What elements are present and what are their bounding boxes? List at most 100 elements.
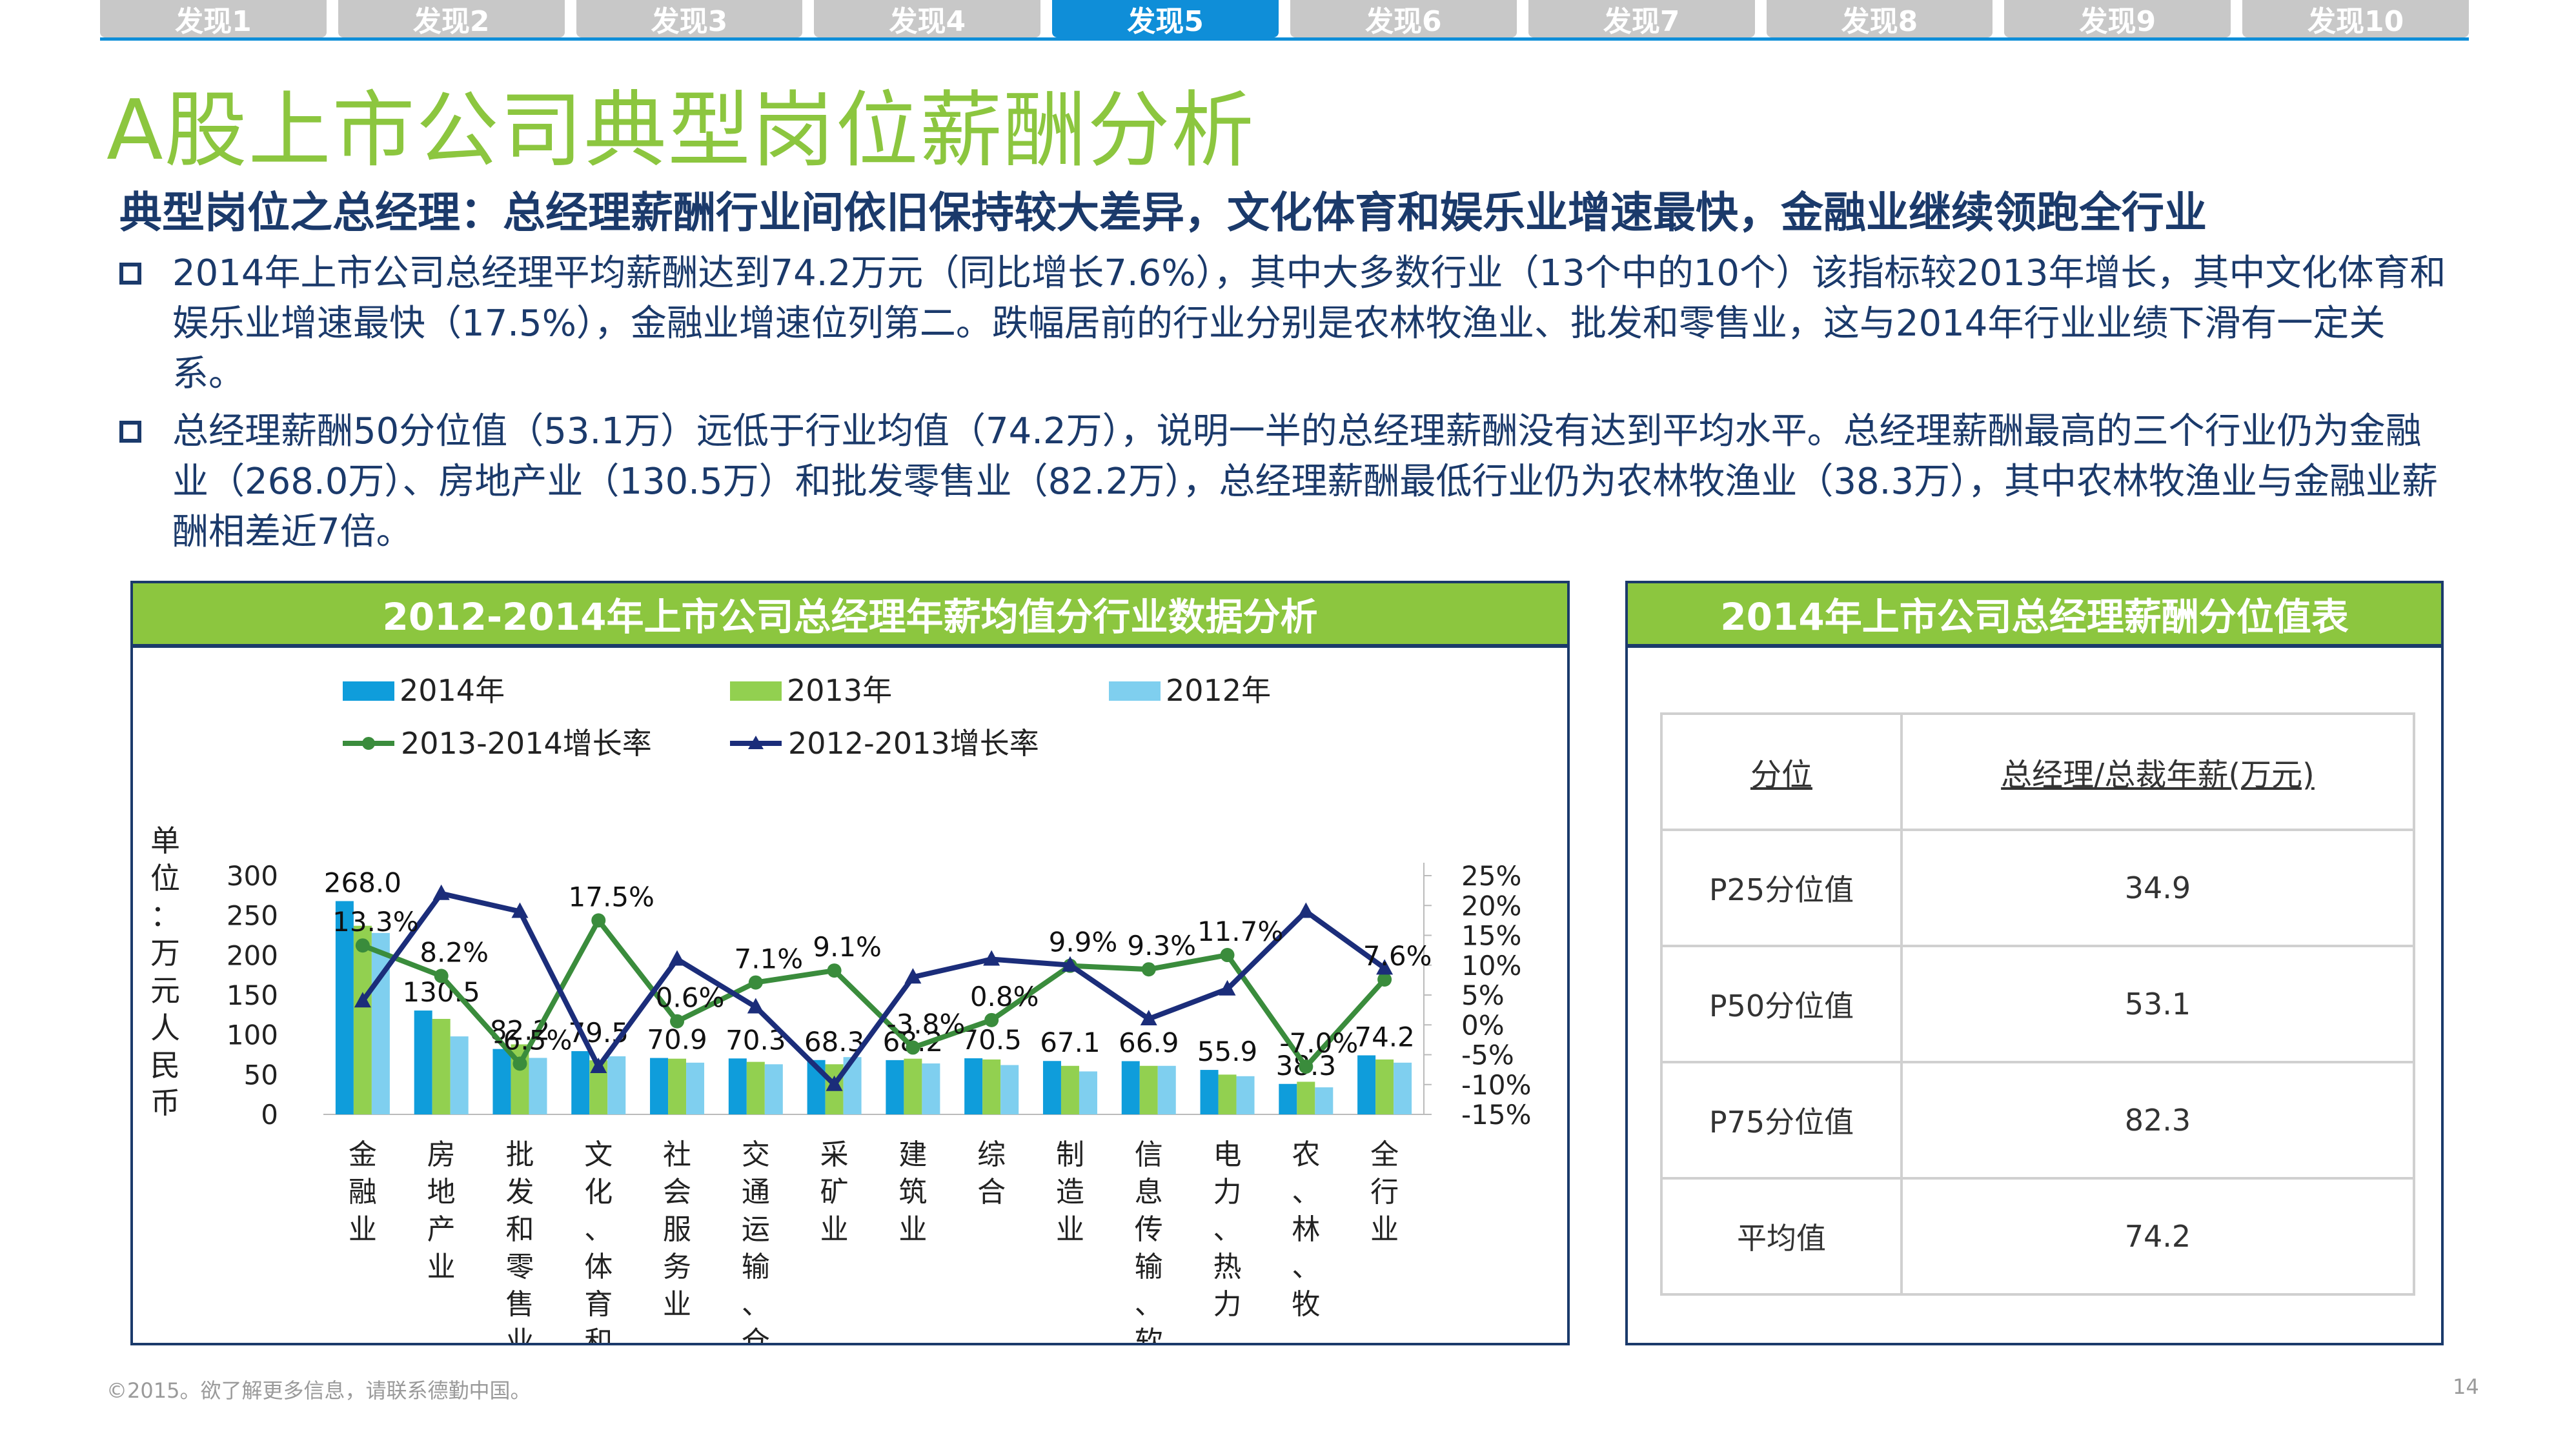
- x-category-label-char: 业: [349, 1213, 377, 1246]
- bar: [1279, 1083, 1297, 1114]
- y2-tick-label: 25%: [1461, 860, 1521, 892]
- bar: [1121, 1061, 1140, 1114]
- x-category-label-char: 育: [584, 1288, 613, 1321]
- bar: [904, 1058, 922, 1114]
- tab-9[interactable]: 发现9: [2004, 0, 2231, 38]
- line-point: [591, 913, 606, 928]
- line-data-label: 17.5%: [569, 881, 654, 912]
- line-point: [511, 902, 529, 918]
- footer-copyright: ©2015。欲了解更多信息，请联系德勤中国。: [106, 1378, 531, 1403]
- tab-4[interactable]: 发现4: [814, 0, 1041, 38]
- series-line: [360, 890, 1386, 1089]
- x-category-label-char: 合: [977, 1176, 1006, 1209]
- line-data-label: -3.8%: [886, 1008, 965, 1040]
- tab-7[interactable]: 发现7: [1528, 0, 1755, 38]
- x-category-label-char: 运: [742, 1213, 770, 1246]
- salary-chart: 2014年 2013年 2012年 2013-2014增长率 2012-2013增长率单…: [150, 673, 1532, 1343]
- line-data-label: 7.6%: [1363, 940, 1432, 972]
- legend-label: 2014年: [400, 673, 505, 708]
- y-tick-label: 0: [261, 1099, 278, 1131]
- line-point: [1141, 962, 1156, 977]
- checkbox-bullet-icon: [119, 421, 141, 443]
- y-axis-title-char: 币: [150, 1085, 180, 1120]
- x-category-label-char: 服: [663, 1213, 691, 1246]
- tab-underline: [100, 37, 2469, 41]
- x-category-label-char: 务: [663, 1251, 691, 1283]
- bar-data-label: 55.9: [1197, 1036, 1258, 1067]
- chart-panel: 2012-2014年上市公司总经理年薪均值分行业数据分析 2014年 2013年 2…: [130, 581, 1570, 1345]
- legend-marker: [362, 737, 375, 750]
- bar: [1042, 1061, 1061, 1114]
- x-category-label-char: 和: [505, 1213, 534, 1246]
- x-category-label-char: 息: [1135, 1176, 1163, 1209]
- percentile-table: 分位 总经理/总裁年薪(万元) P25分位值 34.9 P50分位值 53.1 …: [1660, 712, 2416, 1296]
- y2-tick-label: 20%: [1461, 890, 1521, 921]
- line-point: [906, 1040, 920, 1055]
- x-category-label-char: 化: [584, 1176, 613, 1209]
- x-category-label-char: 会: [663, 1176, 691, 1209]
- line-point: [1220, 948, 1235, 963]
- line-point: [512, 1056, 527, 1071]
- tab-10[interactable]: 发现10: [2242, 0, 2469, 38]
- table-header-row: 分位 总经理/总裁年薪(万元): [1660, 712, 2416, 831]
- table-panel: 2014年上市公司总经理薪酬分位值表 分位 总经理/总裁年薪(万元) P25分位…: [1625, 581, 2444, 1345]
- x-category-label-char: 电: [1213, 1138, 1242, 1171]
- table-row: P50分位值 53.1: [1660, 945, 2416, 1063]
- y-tick-label: 100: [227, 1020, 278, 1051]
- line-data-label: 9.3%: [1127, 930, 1196, 961]
- page-subtitle: 典型岗位之总经理：总经理薪酬行业间依旧保持较大差异，文化体育和娱乐业增速最快，金…: [119, 188, 2207, 237]
- chart-panel-title: 2012-2014年上市公司总经理年薪均值分行业数据分析: [133, 583, 1567, 648]
- bar: [1394, 1062, 1412, 1114]
- line-data-label: 9.9%: [1049, 927, 1118, 958]
- x-category-label-char: 业: [898, 1213, 927, 1246]
- bar: [982, 1059, 1001, 1114]
- tab-2[interactable]: 发现2: [338, 0, 565, 38]
- line-point: [748, 975, 763, 990]
- bar-data-label: 70.9: [647, 1024, 707, 1056]
- x-category-label-char: 批: [505, 1138, 534, 1171]
- y2-tick-label: 10%: [1461, 950, 1521, 981]
- x-category-label-char: 信: [1135, 1138, 1163, 1171]
- tab-3[interactable]: 发现3: [576, 0, 803, 38]
- table-cell-value: 34.9: [1900, 829, 2416, 947]
- x-category-label-char: 社: [663, 1138, 691, 1171]
- y2-tick-label: 15%: [1461, 920, 1521, 952]
- table-row: P75分位值 82.3: [1660, 1061, 2416, 1180]
- table-cell-value: 82.3: [1900, 1061, 2416, 1180]
- x-category-label-char: 林: [1292, 1213, 1320, 1246]
- bar: [492, 1049, 511, 1114]
- x-category-label-char: 软: [1135, 1325, 1163, 1343]
- x-category-label-char: 、: [1135, 1288, 1163, 1321]
- bar: [764, 1064, 783, 1114]
- x-category-label-char: 、: [1292, 1176, 1320, 1209]
- x-category-label-char: 融: [349, 1176, 377, 1209]
- y2-tick-label: 5%: [1461, 980, 1505, 1011]
- legend-swatch-bar: [343, 681, 394, 701]
- tab-8[interactable]: 发现8: [1766, 0, 1993, 38]
- tab-5[interactable]: 发现5: [1052, 0, 1279, 38]
- line-point: [354, 992, 371, 1008]
- tab-6[interactable]: 发现6: [1290, 0, 1517, 38]
- x-category-label-char: 力: [1213, 1288, 1242, 1321]
- x-category-label-char: 和: [584, 1325, 613, 1343]
- top-tabs: 发现1 发现2 发现3 发现4 发现5 发现6 发现7 发现8 发现9 发现10: [100, 0, 2469, 40]
- bar: [414, 1011, 432, 1114]
- bar: [1315, 1087, 1334, 1114]
- bar: [1139, 1065, 1158, 1114]
- x-category-label-char: 输: [1135, 1251, 1163, 1283]
- x-category-label-char: 文: [584, 1138, 613, 1171]
- line-data-label: 11.7%: [1197, 916, 1283, 947]
- bar: [964, 1058, 983, 1114]
- bar: [1218, 1074, 1237, 1114]
- bar-data-label: 66.9: [1119, 1027, 1179, 1058]
- line-point: [355, 938, 370, 953]
- x-category-label-char: 体: [584, 1251, 613, 1283]
- line-point: [747, 998, 764, 1014]
- x-category-label-char: 业: [505, 1325, 534, 1343]
- x-category-label-char: 、: [1213, 1213, 1242, 1246]
- bar: [650, 1058, 669, 1114]
- tab-1[interactable]: 发现1: [100, 0, 327, 38]
- legend-swatch-bar: [1109, 681, 1161, 701]
- y2-tick-label: -5%: [1461, 1040, 1514, 1071]
- y2-tick-label: -10%: [1461, 1069, 1532, 1101]
